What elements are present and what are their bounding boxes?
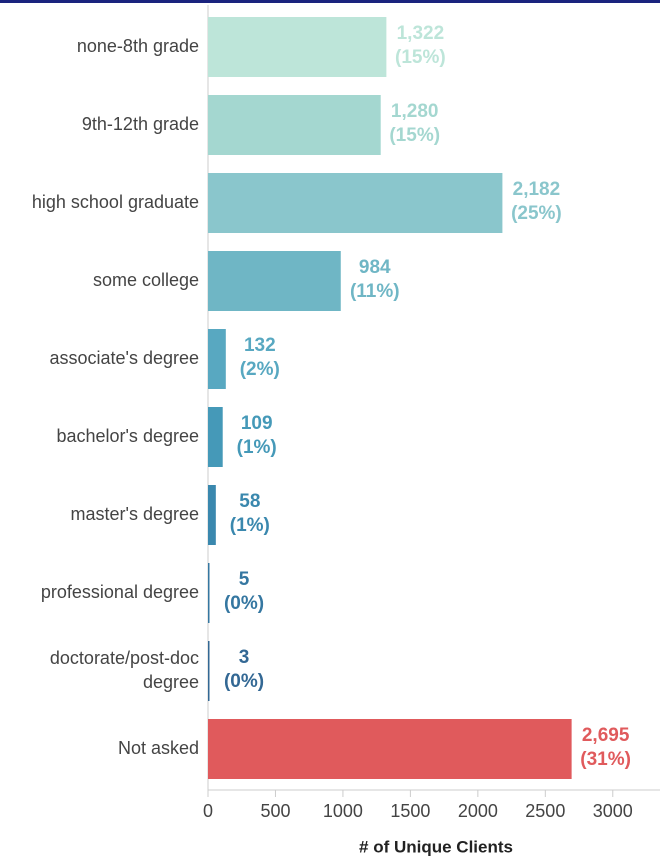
value-label: 1,280 (391, 101, 439, 122)
value-label: 109 (241, 413, 273, 434)
y-tick-label: professional degree (41, 582, 199, 602)
percent-label: (25%) (511, 203, 562, 224)
percent-label: (1%) (230, 515, 270, 536)
x-tick-label: 2500 (525, 801, 565, 821)
x-tick-label: 1000 (323, 801, 363, 821)
value-label: 5 (239, 569, 250, 590)
bar (208, 173, 503, 233)
value-label: 58 (239, 491, 260, 512)
x-tick-label: 2000 (458, 801, 498, 821)
y-tick-label: master's degree (71, 504, 200, 524)
label-line: doctorate/post-doc (50, 648, 199, 668)
bar (208, 329, 226, 389)
bar (208, 17, 387, 77)
bar (208, 641, 210, 701)
bar (208, 719, 572, 779)
percent-label: (15%) (389, 125, 440, 146)
x-tick-label: 3000 (593, 801, 633, 821)
y-tick-label: bachelor's degree (56, 426, 199, 446)
value-label: 132 (244, 335, 276, 356)
bar (208, 407, 223, 467)
bar (208, 485, 216, 545)
bar (208, 95, 381, 155)
value-label: 2,695 (582, 725, 630, 746)
percent-label: (2%) (240, 359, 280, 380)
percent-label: (1%) (237, 437, 277, 458)
value-label: 984 (359, 257, 391, 278)
bar (208, 251, 341, 311)
y-tick-label: some college (93, 270, 199, 290)
x-tick-label: 0 (203, 801, 213, 821)
y-tick-label: none-8th grade (77, 36, 199, 56)
value-label: 2,182 (513, 179, 561, 200)
value-label: 3 (239, 647, 250, 668)
percent-label: (11%) (350, 281, 400, 302)
y-tick-label: Not asked (118, 738, 199, 758)
y-tick-label: 9th-12th grade (82, 114, 199, 134)
percent-label: (15%) (395, 47, 446, 68)
x-axis-title: # of Unique Clients (359, 837, 513, 856)
value-label: 1,322 (397, 23, 445, 44)
y-tick-label: doctorate/post-doc degree (50, 648, 199, 692)
percent-label: (0%) (224, 593, 264, 614)
y-tick-label: associate's degree (49, 348, 199, 368)
label-line: degree (143, 672, 199, 692)
bar (208, 563, 210, 623)
y-tick-label: high school graduate (32, 192, 199, 212)
x-tick-label: 1500 (390, 801, 430, 821)
percent-label: (31%) (580, 749, 631, 770)
x-tick-label: 500 (260, 801, 290, 821)
top-border (0, 0, 660, 3)
percent-label: (0%) (224, 671, 264, 692)
